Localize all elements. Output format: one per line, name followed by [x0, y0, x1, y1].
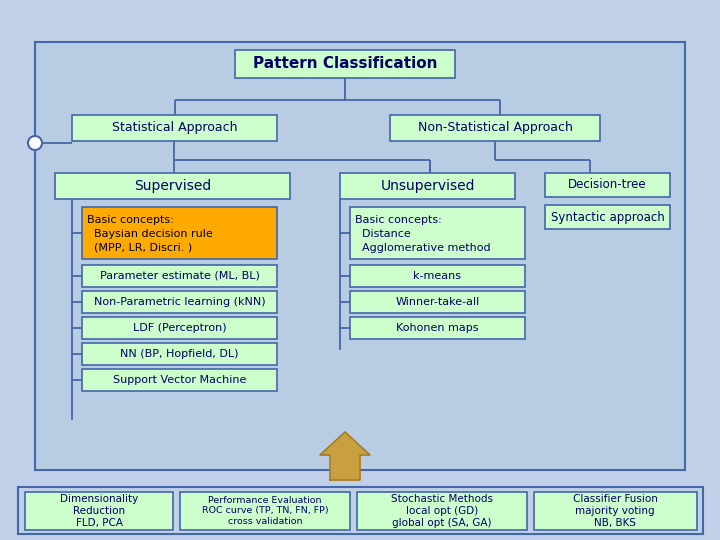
Bar: [82, 265, 277, 287]
Bar: [545, 173, 670, 197]
Text: Stochastic Methods
local opt (GD)
global opt (SA, GA): Stochastic Methods local opt (GD) global…: [391, 495, 493, 528]
Text: k-means: k-means: [413, 271, 462, 281]
Bar: [180, 492, 350, 530]
Circle shape: [28, 136, 42, 150]
Text: Kohonen maps: Kohonen maps: [396, 323, 479, 333]
Text: (MPP, LR, Discri. ): (MPP, LR, Discri. ): [87, 243, 192, 253]
Text: NN (BP, Hopfield, DL): NN (BP, Hopfield, DL): [120, 349, 239, 359]
Text: Dimensionality
Reduction
FLD, PCA: Dimensionality Reduction FLD, PCA: [60, 495, 138, 528]
Bar: [82, 369, 277, 391]
Text: Distance: Distance: [355, 229, 410, 239]
Text: Winner-take-all: Winner-take-all: [395, 297, 480, 307]
Text: LDF (Perceptron): LDF (Perceptron): [132, 323, 226, 333]
Bar: [25, 492, 173, 530]
Bar: [35, 42, 685, 470]
Text: Classifier Fusion
majority voting
NB, BKS: Classifier Fusion majority voting NB, BK…: [572, 495, 657, 528]
Text: Parameter estimate (ML, BL): Parameter estimate (ML, BL): [99, 271, 259, 281]
Bar: [350, 207, 525, 259]
Text: Supervised: Supervised: [134, 179, 211, 193]
Text: Support Vector Machine: Support Vector Machine: [113, 375, 246, 385]
Bar: [82, 343, 277, 365]
Text: Non-Statistical Approach: Non-Statistical Approach: [418, 122, 572, 134]
Bar: [82, 317, 277, 339]
Polygon shape: [320, 432, 370, 480]
Bar: [82, 291, 277, 313]
Bar: [82, 207, 277, 259]
Bar: [350, 291, 525, 313]
Text: Basic concepts:: Basic concepts:: [87, 215, 174, 225]
Bar: [72, 115, 277, 141]
Bar: [357, 492, 527, 530]
Bar: [350, 265, 525, 287]
Bar: [545, 205, 670, 229]
Bar: [18, 487, 703, 534]
Text: Statistical Approach: Statistical Approach: [112, 122, 238, 134]
Bar: [235, 50, 455, 78]
Bar: [55, 173, 290, 199]
Text: Decision-tree: Decision-tree: [568, 179, 647, 192]
Bar: [340, 173, 515, 199]
Bar: [390, 115, 600, 141]
Bar: [534, 492, 697, 530]
Bar: [350, 317, 525, 339]
Text: Unsupervised: Unsupervised: [380, 179, 474, 193]
Text: Baysian decision rule: Baysian decision rule: [87, 229, 212, 239]
Text: Non-Parametric learning (kNN): Non-Parametric learning (kNN): [94, 297, 265, 307]
Text: Agglomerative method: Agglomerative method: [355, 243, 490, 253]
Text: Pattern Classification: Pattern Classification: [253, 57, 437, 71]
Text: Basic concepts:: Basic concepts:: [355, 215, 442, 225]
Text: Syntactic approach: Syntactic approach: [551, 211, 665, 224]
Text: Performance Evaluation
ROC curve (TP, TN, FN, FP)
cross validation: Performance Evaluation ROC curve (TP, TN…: [202, 496, 328, 526]
